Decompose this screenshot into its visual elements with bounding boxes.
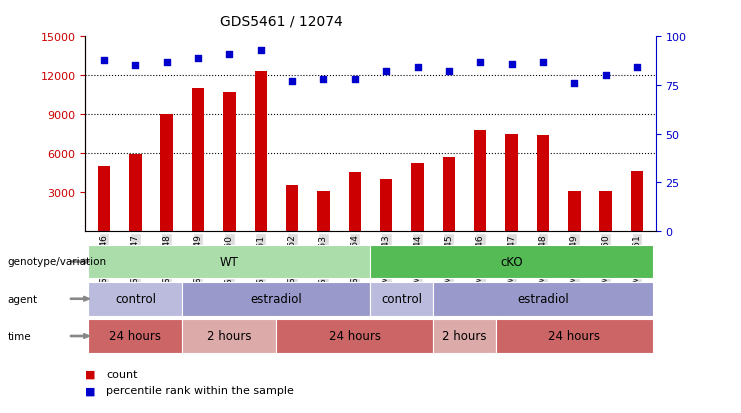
Bar [380, 180, 393, 231]
Bar [442, 157, 455, 231]
Point [537, 59, 549, 66]
Point [349, 76, 361, 83]
Point [224, 51, 236, 58]
Bar [192, 89, 205, 231]
Bar [568, 191, 580, 231]
Text: 2 hours: 2 hours [207, 330, 252, 343]
Text: 2 hours: 2 hours [442, 330, 487, 343]
Text: WT: WT [220, 255, 239, 268]
Point [98, 57, 110, 64]
Text: cKO: cKO [500, 255, 523, 268]
Text: 24 hours: 24 hours [110, 330, 162, 343]
Text: genotype/variation: genotype/variation [7, 257, 107, 267]
Point [380, 69, 392, 76]
Bar [599, 191, 612, 231]
Point [505, 61, 517, 68]
Bar [505, 134, 518, 231]
Text: 24 hours: 24 hours [329, 330, 381, 343]
Point [286, 78, 298, 85]
Bar [161, 115, 173, 231]
Text: time: time [7, 331, 31, 341]
Bar [348, 173, 361, 231]
Text: ■: ■ [85, 385, 96, 395]
Bar [631, 172, 643, 231]
Bar [536, 135, 549, 231]
Point [568, 81, 580, 87]
Bar [474, 131, 487, 231]
Text: agent: agent [7, 294, 38, 304]
Text: percentile rank within the sample: percentile rank within the sample [106, 385, 294, 395]
Text: count: count [106, 369, 138, 379]
Point [192, 55, 204, 62]
Point [631, 65, 643, 71]
Bar [254, 72, 267, 231]
Text: control: control [382, 292, 422, 306]
Text: estradiol: estradiol [250, 292, 302, 306]
Point [411, 65, 423, 71]
Point [443, 69, 455, 76]
Point [318, 76, 330, 83]
Point [161, 59, 173, 66]
Point [474, 59, 486, 66]
Bar [129, 155, 142, 231]
Point [599, 73, 611, 79]
Bar [98, 166, 110, 231]
Text: estradiol: estradiol [517, 292, 569, 306]
Text: ■: ■ [85, 369, 96, 379]
Point [130, 63, 142, 69]
Text: 24 hours: 24 hours [548, 330, 600, 343]
Point [255, 47, 267, 54]
Bar [411, 164, 424, 231]
Bar [286, 186, 299, 231]
Bar [317, 191, 330, 231]
Text: control: control [115, 292, 156, 306]
Text: GDS5461 / 12074: GDS5461 / 12074 [220, 14, 343, 28]
Bar [223, 93, 236, 231]
